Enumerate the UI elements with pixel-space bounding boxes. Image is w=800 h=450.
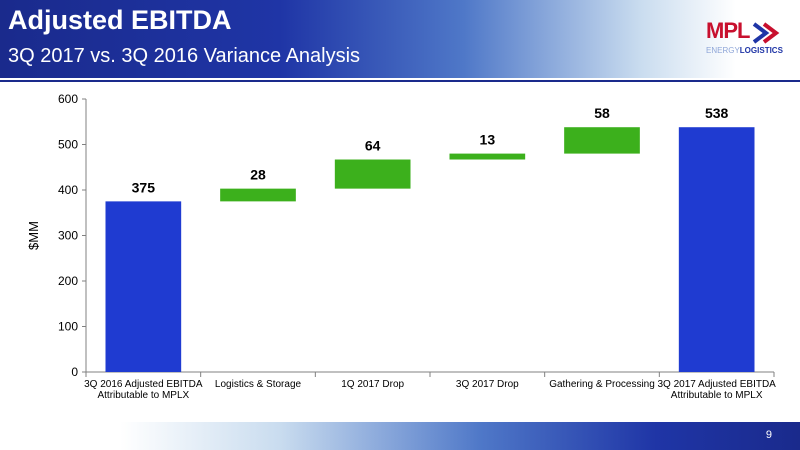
- x-category-label: 3Q 2017 Adjusted EBITDA Attributable to M…: [657, 379, 776, 401]
- logo-x-mark-icon: [752, 22, 780, 44]
- page-title: Adjusted EBITDA: [8, 5, 232, 35]
- logo-tagline: ENERGYLOGISTICS: [706, 46, 783, 55]
- y-tick-label: 400: [58, 183, 78, 197]
- y-tick-label: 0: [71, 365, 78, 379]
- logo-brand-text: MPL: [706, 18, 750, 43]
- y-axis-title: $MM: [26, 221, 41, 250]
- data-label: 28: [250, 167, 266, 183]
- data-label: 375: [132, 179, 156, 195]
- x-category-label: Logistics & Storage: [215, 379, 302, 390]
- x-category-label: 3Q 2017 Drop: [456, 379, 519, 390]
- increase-bar: [449, 153, 526, 160]
- page-subtitle: 3Q 2017 vs. 3Q 2016 Variance Analysis: [8, 45, 361, 67]
- mplx-logo: MPL ENERGYLOGISTICS: [700, 16, 792, 70]
- data-label: 64: [365, 138, 381, 154]
- data-label: 13: [480, 132, 496, 148]
- header-banner: Adjusted EBITDA 3Q 2017 vs. 3Q 2016 Vari…: [0, 0, 800, 78]
- x-category-label: Gathering & Processing: [549, 379, 655, 390]
- waterfall-chart: 0 100 200 300 400 500 600 $MM 375 28 64 13 58 538 3Q 2…: [26, 92, 776, 401]
- y-tick-label: 100: [58, 320, 78, 334]
- increase-bar: [334, 159, 411, 189]
- page-number: 9: [765, 429, 772, 441]
- x-category-label: 3Q 2016 Adjusted EBITDA Attributable to M…: [84, 379, 203, 401]
- increase-bar: [564, 127, 640, 154]
- x-category-label: 1Q 2017 Drop: [341, 379, 404, 390]
- header-rule: [0, 80, 800, 82]
- data-label: 538: [705, 105, 729, 121]
- y-tick-label: 200: [58, 274, 78, 288]
- y-tick-label: 600: [58, 92, 78, 106]
- logo-tagline-light: ENERGY: [706, 46, 740, 55]
- data-label: 58: [594, 105, 610, 121]
- total-bar: [678, 127, 755, 373]
- y-tick-label: 300: [58, 229, 78, 243]
- footer-banner: 9: [0, 422, 800, 450]
- logo-tagline-bold: LOGISTICS: [739, 46, 783, 55]
- total-bar: [105, 201, 182, 372]
- increase-bar: [220, 188, 296, 202]
- y-tick-label: 500: [58, 138, 78, 152]
